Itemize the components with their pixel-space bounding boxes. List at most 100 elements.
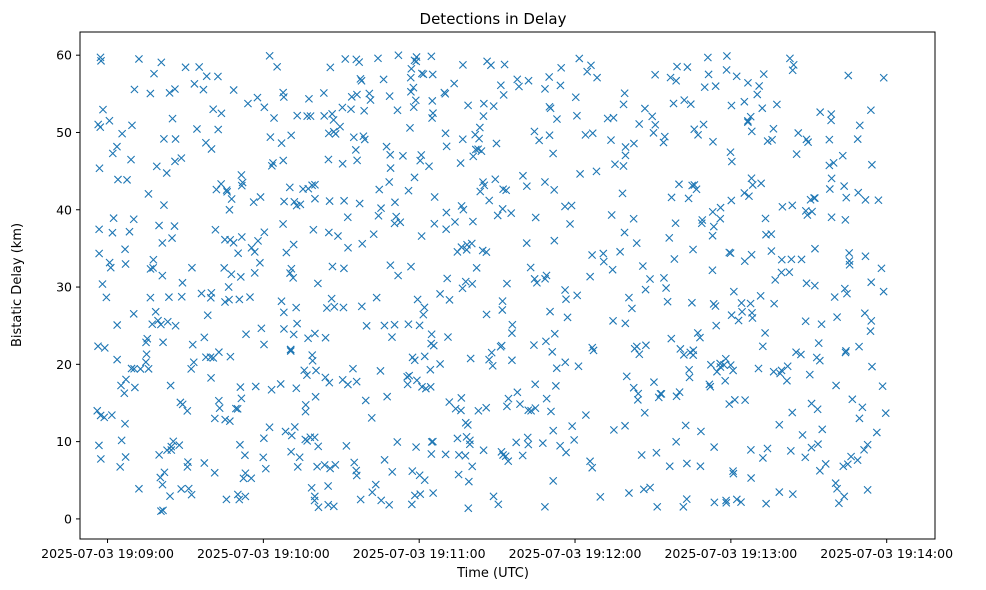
detection-point — [237, 394, 246, 403]
detection-point — [747, 474, 756, 483]
detection-point — [866, 327, 875, 336]
detection-point — [226, 352, 235, 361]
detection-point — [420, 352, 429, 361]
detection-point — [548, 347, 557, 356]
detection-point — [853, 135, 862, 144]
detection-point — [236, 383, 245, 392]
y-tick-label: 10 — [56, 434, 72, 449]
detection-point — [177, 154, 186, 163]
detection-point — [514, 82, 523, 91]
detection-point — [251, 382, 260, 391]
detection-point — [549, 426, 558, 435]
detection-point — [304, 334, 313, 343]
detection-point — [665, 233, 674, 242]
detection-point — [687, 298, 696, 307]
detection-point — [130, 85, 139, 94]
detection-point — [192, 124, 201, 133]
detection-point — [325, 378, 334, 387]
detection-point — [697, 219, 706, 228]
detection-point — [324, 228, 333, 237]
detection-point — [688, 181, 697, 190]
detection-point — [761, 328, 770, 337]
detection-point — [637, 451, 646, 459]
detection-point — [499, 185, 508, 194]
detection-point — [479, 178, 487, 187]
detection-point — [340, 196, 349, 205]
detection-point — [394, 51, 403, 60]
y-axis-label: Bistatic Delay (km) — [10, 223, 25, 347]
detection-point — [847, 452, 856, 461]
detection-point — [356, 495, 365, 504]
detection-point — [184, 484, 193, 493]
detection-point — [344, 243, 353, 252]
detection-point — [574, 362, 583, 371]
detection-point — [621, 151, 630, 160]
detection-point — [816, 108, 825, 117]
detection-point — [279, 88, 288, 97]
x-axis-label: Time (UTC) — [456, 566, 529, 581]
detection-point — [619, 100, 628, 109]
detection-point — [524, 440, 533, 449]
detection-point — [640, 408, 649, 417]
detection-point — [303, 112, 312, 121]
detection-point — [845, 260, 854, 269]
detection-point — [242, 330, 251, 339]
detection-point — [410, 173, 419, 182]
detection-point — [105, 258, 114, 267]
detection-point — [788, 66, 797, 75]
detection-point — [409, 83, 418, 92]
detection-point — [329, 502, 338, 511]
detection-point — [722, 498, 731, 507]
detection-point — [352, 466, 361, 475]
detection-point — [247, 474, 256, 483]
detection-point — [308, 181, 317, 190]
detection-point — [329, 115, 338, 124]
detection-point — [673, 62, 682, 71]
detection-point — [512, 438, 521, 447]
detection-point — [705, 380, 714, 389]
detection-point — [372, 293, 381, 302]
detection-point — [164, 293, 173, 302]
detection-point — [353, 156, 362, 165]
detection-point — [801, 317, 810, 326]
detection-point — [121, 245, 130, 254]
detection-point — [406, 87, 415, 96]
detection-point — [412, 443, 421, 452]
detection-point — [746, 445, 755, 454]
detection-point — [445, 295, 454, 304]
detection-point — [159, 506, 167, 515]
detection-point — [159, 201, 168, 210]
detection-point — [708, 207, 717, 216]
detection-point — [690, 180, 699, 189]
detection-point — [568, 422, 577, 431]
detection-point — [319, 89, 328, 97]
detection-point — [758, 342, 767, 351]
detection-point — [499, 90, 508, 99]
detection-point — [222, 495, 231, 504]
detection-point — [190, 79, 199, 88]
detection-point — [872, 428, 881, 437]
detection-point — [458, 284, 467, 293]
detection-point — [657, 389, 666, 398]
detection-point — [121, 375, 130, 384]
detection-point — [785, 268, 794, 277]
detection-point — [99, 105, 107, 114]
detection-point — [338, 159, 347, 168]
detection-point — [209, 105, 218, 114]
detection-point — [833, 484, 842, 493]
detection-point — [96, 411, 105, 420]
detection-point — [225, 295, 234, 304]
detection-point — [726, 148, 735, 157]
detection-point — [170, 222, 179, 231]
detection-point — [281, 427, 290, 436]
detection-point — [390, 219, 399, 228]
detection-point — [146, 89, 155, 98]
detection-point — [586, 61, 595, 70]
detection-point — [671, 219, 680, 228]
detection-point — [867, 316, 876, 325]
detection-point — [212, 185, 221, 194]
detection-point — [726, 361, 735, 370]
detection-point — [772, 100, 781, 109]
detection-point — [783, 362, 792, 371]
detection-point — [243, 99, 252, 108]
